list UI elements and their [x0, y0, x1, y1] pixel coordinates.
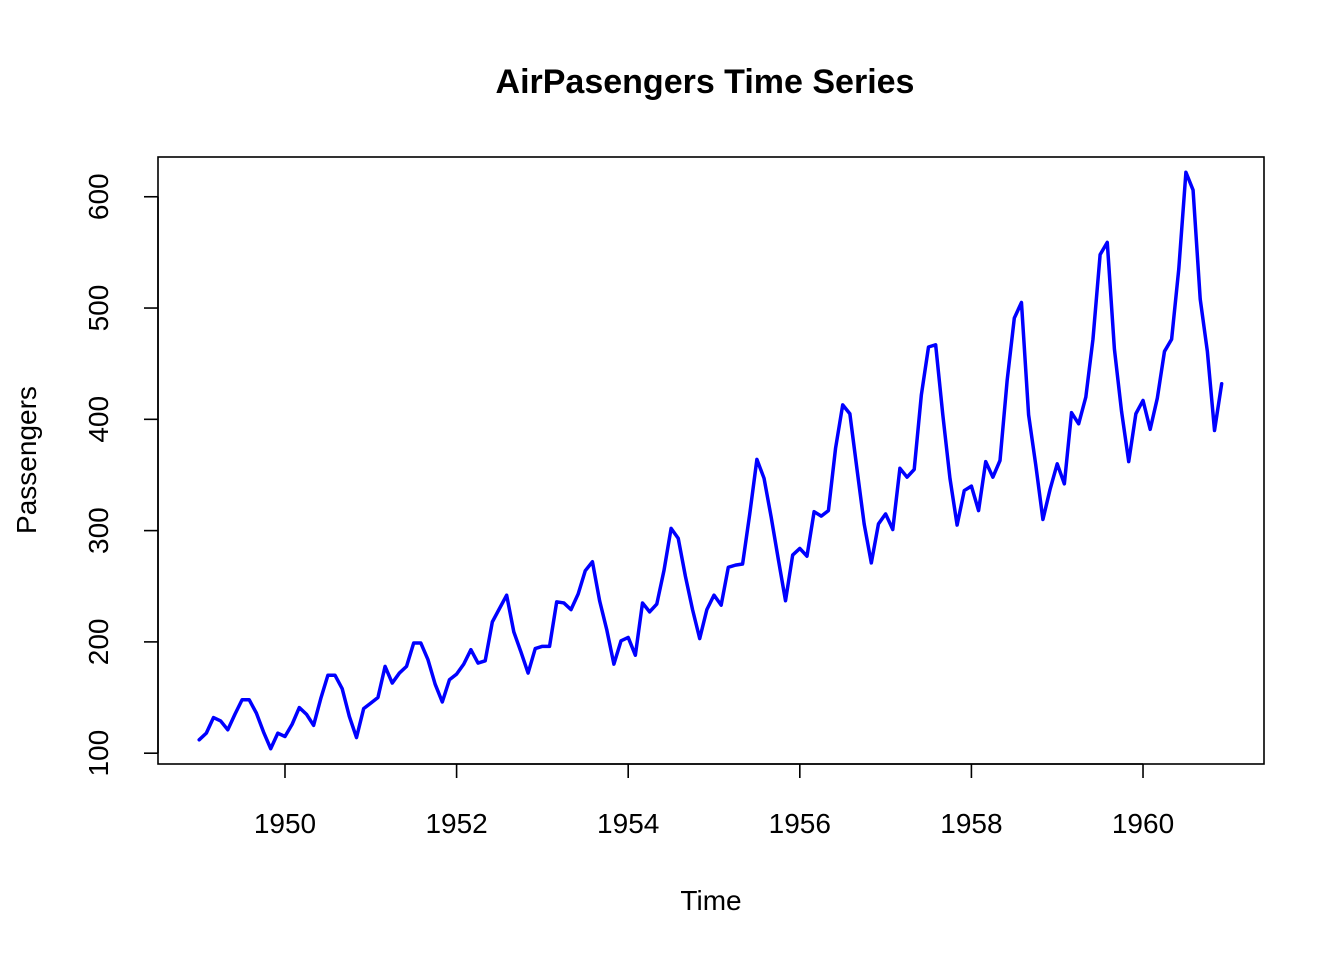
y-tick-label: 600 [83, 173, 114, 220]
y-tick-label: 100 [83, 730, 114, 777]
y-tick-label: 400 [83, 396, 114, 443]
y-tick-label: 500 [83, 285, 114, 332]
x-tick-label: 1952 [425, 808, 487, 839]
x-tick-label: 1956 [769, 808, 831, 839]
x-tick-label: 1960 [1112, 808, 1174, 839]
y-axis-label: Passengers [11, 386, 42, 534]
x-axis-label: Time [680, 885, 741, 916]
y-axis: 100 200 300 400 500 600 [83, 173, 159, 777]
x-tick-label: 1954 [597, 808, 659, 839]
chart-title: AirPasengers Time Series [496, 63, 915, 101]
series-layer [197, 170, 1224, 751]
x-tick-label: 1958 [940, 808, 1002, 839]
plot-frame [157, 156, 1265, 765]
x-axis: 1950 1952 1954 1956 1958 1960 [254, 763, 1174, 839]
x-tick-label: 1950 [254, 808, 316, 839]
y-tick-label: 200 [83, 619, 114, 666]
y-tick-label: 300 [83, 507, 114, 554]
series-line [197, 170, 1224, 751]
